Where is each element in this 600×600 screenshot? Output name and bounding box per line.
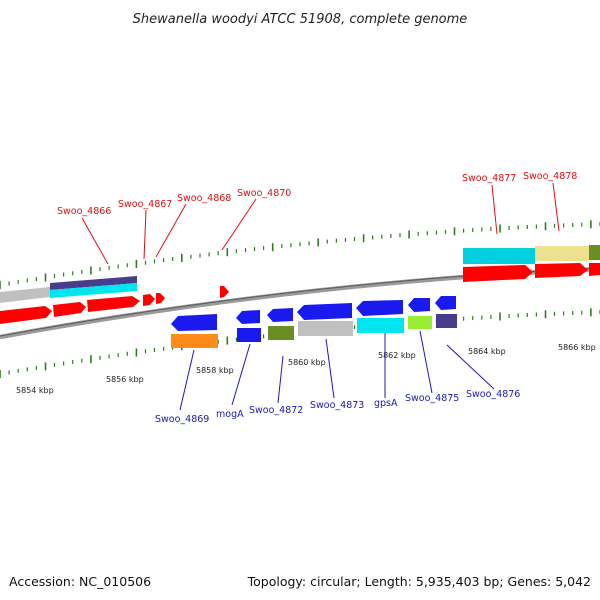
gene-label-swoo-4868: Swoo_4868	[177, 193, 231, 204]
gene-label-gpsa: gpsA	[374, 398, 398, 409]
feature-blue-4869	[171, 314, 217, 331]
tick-label-5854: 5854 kbp	[16, 386, 54, 395]
feature-blue-gpsa	[356, 300, 403, 316]
tick-label-5856: 5856 kbp	[106, 375, 144, 384]
accession-text: Accession: NC_010506	[9, 574, 151, 589]
feature-blue-4872	[267, 308, 293, 322]
gene-label-swoo-4866: Swoo_4866	[57, 206, 111, 217]
feature-darkslate-4876	[436, 314, 457, 328]
gene-label-swoo-4878: Swoo_4878	[523, 171, 577, 182]
tick-label-5858: 5858 kbp	[196, 366, 234, 375]
feature-cyan-left	[50, 283, 137, 298]
feature-red-right-3	[589, 263, 600, 276]
feature-red-arrow-6	[220, 286, 229, 298]
scale-labels: 5854 kbp 5856 kbp 5858 kbp 5860 kbp 5862…	[16, 343, 596, 395]
feature-lightgreen-4875	[408, 316, 432, 329]
gene-label-swoo-4869: Swoo_4869	[155, 414, 209, 425]
tick-label-5866: 5866 kbp	[558, 343, 596, 352]
feature-red-arrow-2	[53, 302, 86, 317]
inner-tick-track	[0, 308, 600, 378]
feature-blue-moga	[236, 310, 260, 324]
feature-blue-4876	[435, 296, 456, 310]
feature-red-arrow-1	[0, 306, 52, 324]
feature-gray-4873	[298, 321, 353, 336]
feature-red-arrow-3	[87, 296, 140, 312]
genome-title: Shewanella woodyi ATCC 51908, complete g…	[133, 12, 468, 27]
feature-blue-moga-inner	[237, 328, 261, 342]
tick-label-5864: 5864 kbp	[468, 347, 506, 356]
feature-darkslate-left	[50, 276, 137, 290]
feature-cyan-right	[463, 248, 535, 264]
gene-label-swoo-4877: Swoo_4877	[462, 173, 516, 184]
gene-label-swoo-4870: Swoo_4870	[237, 188, 291, 199]
feature-blue-4873	[297, 303, 352, 320]
feature-blue-4875	[408, 298, 430, 312]
gene-label-swoo-4867: Swoo_4867	[118, 199, 172, 210]
gene-label-swoo-4872: Swoo_4872	[249, 405, 303, 416]
outer-tick-track	[0, 220, 600, 289]
feature-orange-4869	[171, 334, 218, 348]
forward-gene-labels	[81, 182, 560, 265]
feature-red-arrow-5	[156, 293, 165, 304]
genome-summary-text: Topology: circular; Length: 5,935,403 bp…	[247, 574, 591, 589]
feature-olive-right	[589, 245, 600, 260]
feature-olive-4872	[268, 326, 294, 340]
feature-gray-left	[0, 287, 50, 303]
gene-label-swoo-4873: Swoo_4873	[310, 400, 364, 411]
feature-red-arrow-4	[143, 294, 155, 306]
tick-label-5860: 5860 kbp	[288, 358, 326, 367]
feature-red-right-1	[463, 265, 533, 282]
gene-label-swoo-4875: Swoo_4875	[405, 393, 459, 404]
reverse-gene-labels	[179, 330, 495, 411]
feature-cyan-gpsa	[357, 318, 404, 333]
gene-label-swoo-4876: Swoo_4876	[466, 389, 520, 400]
tick-label-5862: 5862 kbp	[378, 351, 416, 360]
feature-red-right-2	[535, 263, 588, 278]
feature-khaki-right	[535, 246, 589, 261]
gene-label-moga: mogA	[216, 409, 244, 420]
